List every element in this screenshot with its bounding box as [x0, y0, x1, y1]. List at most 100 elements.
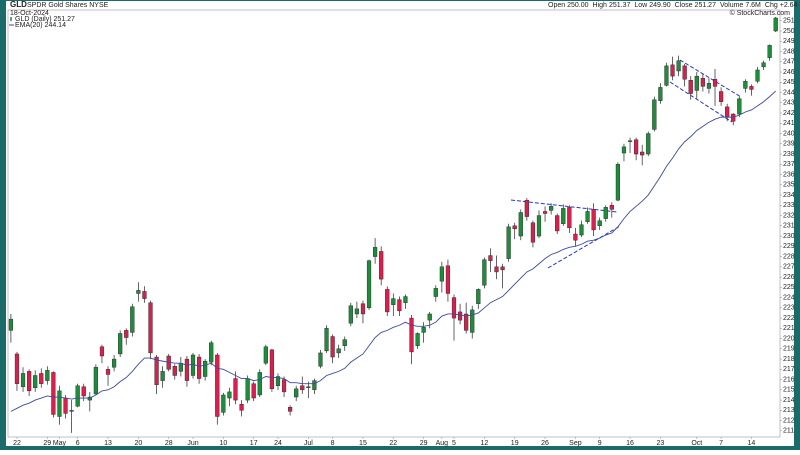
candle-body: [755, 69, 760, 82]
x-tick-label: 14: [748, 440, 756, 447]
candle-body: [130, 306, 135, 333]
candle-body: [567, 207, 572, 229]
y-tick-label: 236: [783, 171, 795, 178]
candle-body: [118, 333, 123, 355]
candle-body: [615, 164, 620, 201]
y-tick-label: 242: [783, 110, 795, 117]
candle-body: [57, 390, 62, 417]
x-tick-label: 22: [13, 440, 21, 447]
candle-body: [761, 62, 766, 68]
candle-body: [524, 199, 529, 217]
y-tick-label: 238: [783, 151, 795, 158]
candle-body: [506, 226, 511, 259]
date: 18-Oct-2024: [10, 10, 49, 17]
candle-body: [391, 298, 396, 305]
y-tick-label: 235: [783, 182, 795, 189]
candle-body: [233, 378, 238, 401]
y-tick-label: 247: [783, 59, 795, 66]
y-tick-label: 220: [783, 335, 795, 342]
candle-body: [275, 376, 281, 386]
candle-body: [573, 233, 578, 241]
candle-body: [294, 388, 299, 398]
candle-body: [105, 369, 111, 375]
y-tick-label: 241: [783, 120, 795, 127]
x-tick-label: 13: [104, 440, 112, 447]
x-tick-label: May: [53, 440, 67, 447]
y-tick-label: 215: [783, 387, 795, 394]
candle-body: [269, 349, 275, 390]
candle-body: [8, 318, 13, 331]
plot-border: [7, 9, 781, 438]
y-tick-label: 240: [783, 130, 795, 137]
x-tick-label: 26: [541, 440, 549, 447]
quote-value: 249.90: [649, 2, 671, 9]
candle-body: [640, 151, 645, 156]
candle-body: [330, 336, 335, 358]
candle-body: [63, 397, 68, 414]
x-tick-label: Jul: [304, 440, 313, 447]
candle-body: [470, 309, 475, 333]
candle-body: [318, 352, 323, 367]
candle-body: [184, 358, 190, 381]
candle-body: [579, 224, 584, 236]
candle-body: [518, 212, 523, 237]
ema-line: [10, 90, 777, 412]
candle-body: [251, 383, 256, 399]
candle-body: [530, 222, 536, 243]
candle-body: [239, 403, 244, 411]
candle-body: [379, 251, 384, 280]
x-tick-label: 16: [626, 440, 634, 447]
candle-body: [209, 342, 214, 363]
quote-value: 250.00: [567, 2, 589, 9]
y-tick-label: 237: [783, 161, 795, 168]
y-tick-label: 213: [783, 407, 795, 414]
candle-body: [99, 346, 105, 357]
candle-body: [342, 339, 347, 346]
candle-body: [494, 266, 499, 273]
x-tick-label: 7: [719, 440, 723, 447]
candle-body: [743, 81, 748, 89]
y-tick-label: 229: [783, 243, 795, 250]
candle-body: [457, 311, 463, 321]
y-tick-label: 225: [783, 284, 795, 291]
candle-body: [634, 139, 639, 155]
x-tick-label: 20: [134, 440, 142, 447]
candle-body: [688, 80, 693, 94]
candle-body: [415, 333, 420, 346]
candle-body: [348, 305, 353, 324]
candle-body: [93, 367, 98, 395]
candle-body: [603, 207, 608, 219]
y-tick-label: 234: [783, 192, 795, 199]
candle-body: [196, 356, 202, 379]
candle-body: [445, 265, 451, 294]
x-tick-label: 12: [480, 440, 488, 447]
candle-body: [773, 17, 778, 32]
company: SPDR Gold Shares NYSE: [27, 2, 109, 9]
candle-body: [409, 317, 414, 353]
x-tick-label: 29: [420, 440, 428, 447]
trendlines: [510, 59, 742, 269]
y-tick-label: 212: [783, 417, 795, 424]
candle-body: [124, 330, 129, 338]
trendline: [547, 225, 621, 269]
x-tick-label: 15: [359, 440, 367, 447]
y-tick-label: 223: [783, 305, 795, 312]
candle-body: [718, 91, 724, 102]
candle-body: [215, 354, 220, 417]
x-tick-label: 23: [656, 440, 664, 447]
candle-body: [542, 211, 548, 214]
candle-body: [670, 64, 675, 77]
credit: © StockCharts.com: [730, 9, 791, 17]
x-tick-label: Aug: [436, 440, 449, 447]
y-tick-label: 249: [783, 38, 795, 45]
y-tick-label: 232: [783, 212, 795, 219]
candle-body: [549, 206, 554, 211]
candle-body: [69, 410, 74, 412]
y-tick-label: 230: [783, 233, 795, 240]
candle-body: [397, 299, 402, 312]
y-tick-label: 218: [783, 356, 795, 363]
panel: [6, 1, 794, 446]
candle-body: [257, 372, 262, 396]
x-tick-label: 29: [43, 440, 51, 447]
